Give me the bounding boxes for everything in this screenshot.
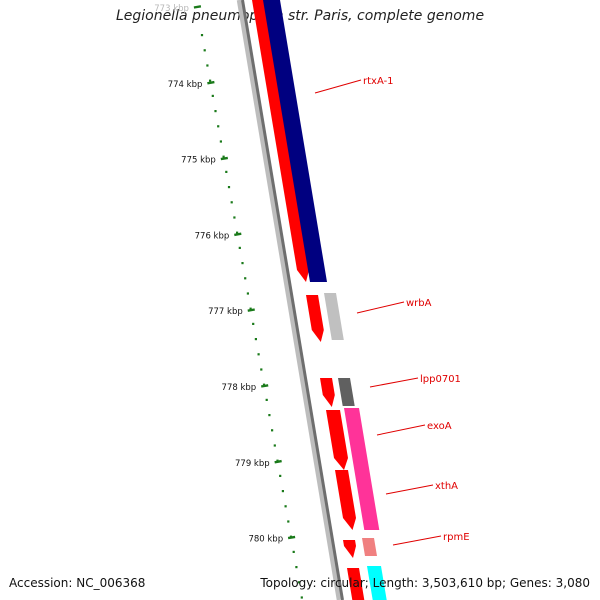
ruler-dot [209,79,212,82]
ruler-dot [236,231,239,234]
ruler-dot [262,383,266,386]
tick-label: 778 kbp [222,383,257,393]
tick-label: 780 kbp [248,535,283,545]
ruler-dot [298,581,301,584]
ruler-dot [252,322,255,325]
gene-arrow-rpmE-red [343,540,356,558]
leader-xtha [385,484,434,495]
ruler-dot [284,505,287,508]
leader-rtxa-1 [314,79,362,94]
gene-label-lpp0701: lpp0701 [420,374,461,385]
gene-label-rtxa-1: rtxA-1 [363,76,394,87]
tick-label: 773 kbp [154,4,189,14]
accession-text: Accession: NC_006368 [9,576,146,590]
gene-leaders [314,79,442,546]
ruler-dot [206,64,209,67]
gene-label-wrba: wrbA [406,298,432,309]
ruler-dot [211,94,214,97]
ruler-dot [241,262,244,265]
tick-label: 775 kbp [181,156,216,166]
major-tick [274,459,282,464]
ruler-dot [214,110,217,113]
ruler-dot [225,170,228,173]
backbone-line-inner [241,0,344,600]
map-title: Legionella pneumophila str. Paris, compl… [115,8,485,24]
gene-label-xtha: xthA [435,481,458,492]
gene-labels: rtxA-1 wrbA lpp0701 exoA xthA rpmE [363,76,470,543]
ruler-dot [279,474,282,477]
ruler-dot [200,34,204,37]
ruler-dot [227,186,231,189]
tick-label: 774 kbp [168,80,203,90]
leader-exoa [376,424,426,436]
tick-label: 776 kbp [195,231,230,241]
ruler-dot [273,444,276,447]
ruler-dot [292,550,295,553]
gene-arrow-rpmE [362,538,377,556]
ruler-ticks [193,5,296,540]
gene-arrow-next-red [347,568,365,600]
ruler-dot [257,353,260,356]
backbone-line [236,0,344,600]
major-tick [193,5,202,9]
tick-labels: 773 kbp 774 kbp 775 kbp 776 kbp 777 kbp 778 k… [154,4,283,545]
gene-arrow-wrbA [324,293,344,340]
gene-arrow-exoA-xthA [344,408,380,530]
major-tick [287,535,296,540]
tick-label: 779 kbp [235,459,270,469]
ruler-dot [287,520,290,523]
ruler-dot [238,246,241,249]
ruler-dot [260,368,263,371]
ruler-dot [271,429,274,432]
major-tick [234,232,242,237]
gene-arrow-rtxA-1-red [252,0,309,282]
ruler-dot [230,201,233,204]
gene-arrow-lpp0701 [338,378,355,406]
gene-arrow-wrbA-red [306,295,324,342]
gene-features [252,0,387,600]
gene-label-exoa: exoA [427,421,452,432]
ruler-dot [244,277,247,280]
ruler-dot [295,566,298,569]
ruler-dot [249,307,252,310]
gene-label-rpme: rpmE [443,532,470,543]
major-tick [247,308,255,312]
major-tick [220,156,229,161]
ruler-dot [217,125,220,128]
ruler-dot [233,216,236,219]
major-tick [260,384,269,388]
ruler-dot [300,596,303,599]
backbone-line-outer [236,0,342,600]
leader-wrba [356,301,405,314]
ruler-dot [265,398,268,401]
ruler-dot [268,414,271,417]
gene-arrow-xthA-red [335,470,356,530]
genome-info-text: Topology: circular; Length: 3,503,610 bp… [260,576,590,590]
major-tick [207,80,215,85]
gene-arrow-rtxA-1 [263,0,327,282]
ruler-dot [219,140,222,143]
gene-arrow-exoA-red [326,410,348,470]
ruler-dot [203,49,206,52]
gene-arrow-lpp0701-red [320,378,335,407]
leader-rpme [392,535,442,546]
tick-label: 777 kbp [208,307,243,317]
leader-lpp0701 [369,377,419,388]
ruler-dot [222,155,225,158]
ruler-dot [254,338,257,341]
ruler-dot [281,490,284,493]
gene-arrow-next-cyan [367,566,387,600]
ruler-dot [246,292,249,295]
